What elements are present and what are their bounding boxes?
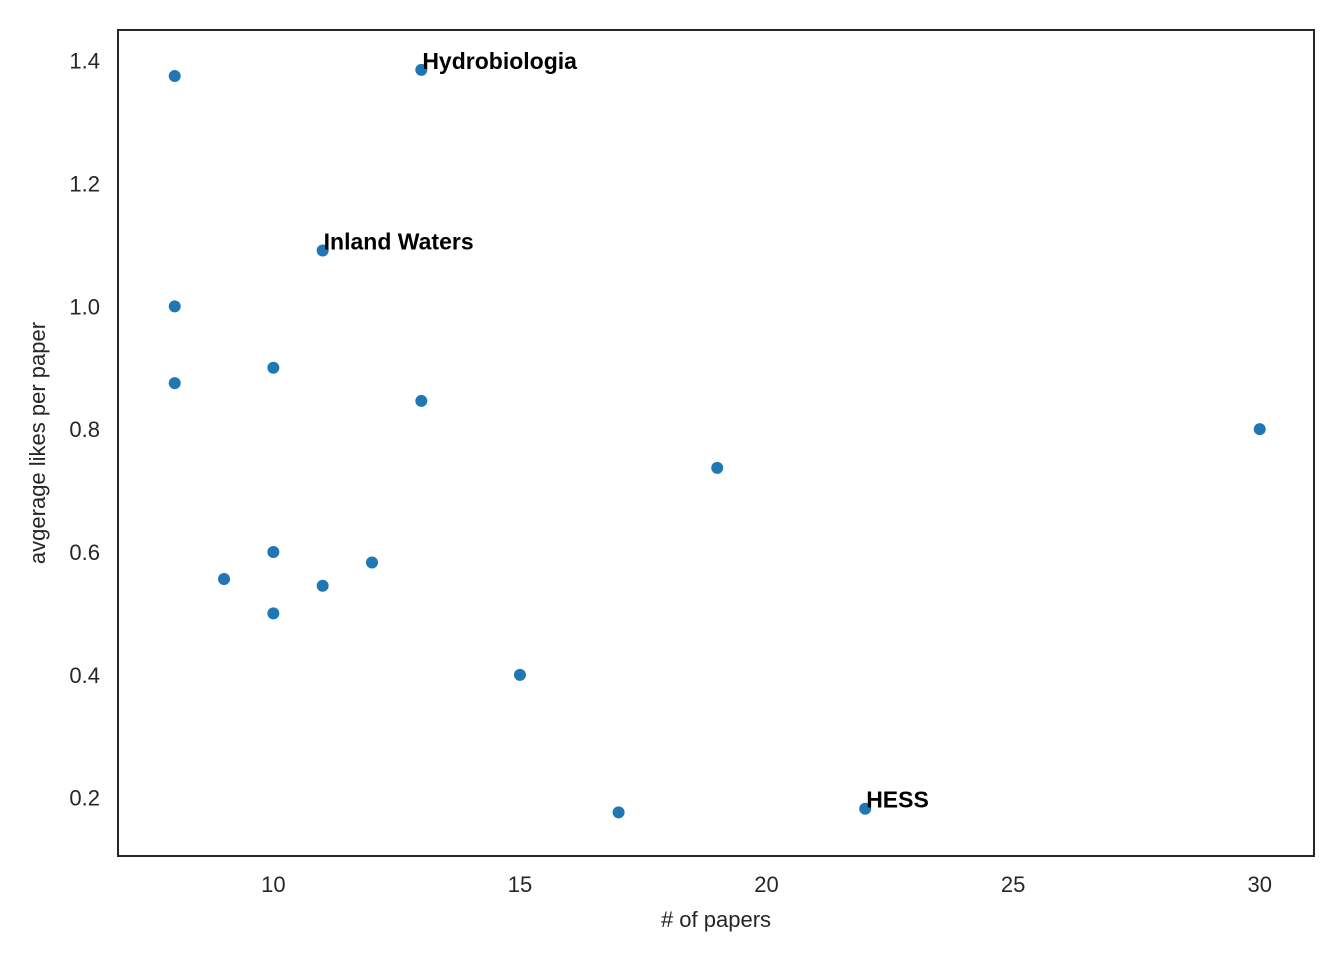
y-axis-label: avgerage likes per paper (25, 322, 50, 564)
y-tick-label: 0.4 (69, 663, 100, 688)
y-tick-label: 1.2 (69, 172, 100, 197)
data-point (859, 802, 872, 815)
annotations-layer: Hydrobiologia Inland Waters HESS (324, 48, 929, 813)
data-point (267, 546, 280, 559)
ticks-layer: 10 15 20 25 30 0.2 0.4 0.6 0.8 1.0 1.2 1.4 (69, 49, 1272, 897)
data-point (218, 573, 231, 586)
x-tick-label: 30 (1248, 872, 1272, 897)
data-point (316, 244, 329, 257)
data-point (168, 70, 181, 83)
data-point (513, 668, 526, 681)
data-point (415, 63, 428, 76)
marks-layer (168, 63, 1266, 819)
data-point (415, 394, 428, 407)
point-annotation: Inland Waters (324, 228, 474, 254)
data-point (168, 377, 181, 390)
plot-frame (117, 29, 1315, 857)
data-point (365, 556, 378, 569)
point-annotation: Hydrobiologia (422, 48, 577, 74)
data-point (612, 806, 625, 819)
x-tick-label: 20 (754, 872, 778, 897)
point-annotation: HESS (866, 787, 929, 813)
y-tick-label: 0.6 (69, 540, 100, 565)
y-tick-label: 0.2 (69, 786, 100, 811)
x-tick-label: 25 (1001, 872, 1025, 897)
y-tick-label: 0.8 (69, 417, 100, 442)
data-point (168, 300, 181, 313)
x-tick-label: 10 (261, 872, 285, 897)
data-point (267, 361, 280, 374)
y-tick-label: 1.4 (69, 49, 100, 74)
y-tick-label: 1.0 (69, 294, 100, 319)
data-point (1253, 423, 1266, 436)
data-point (267, 607, 280, 620)
data-point (316, 579, 329, 592)
x-tick-label: 15 (508, 872, 532, 897)
data-point (711, 461, 724, 474)
x-axis-label: # of papers (661, 907, 771, 932)
